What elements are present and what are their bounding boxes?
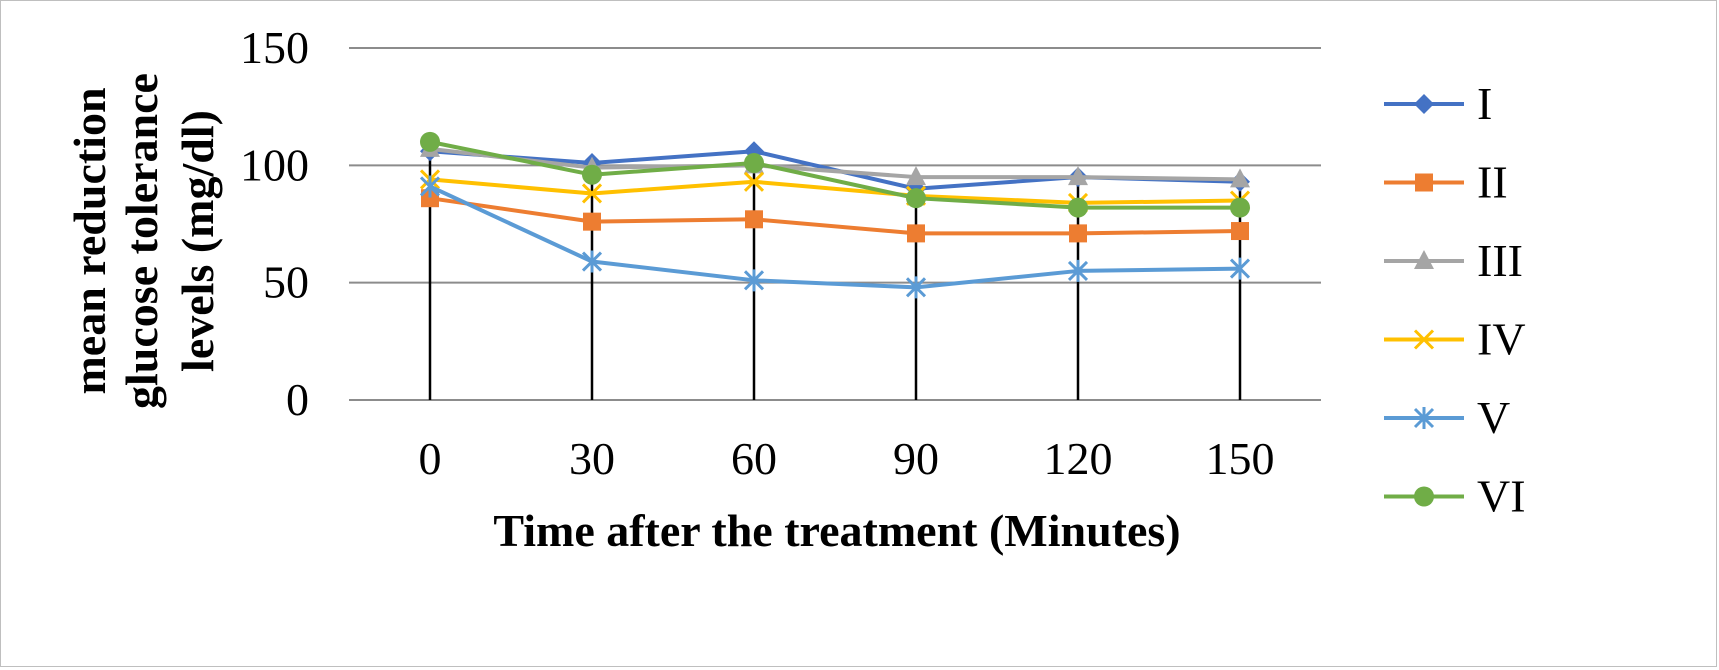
legend-label: VI <box>1477 471 1526 522</box>
data-point-II <box>745 210 763 229</box>
series-line-VI <box>429 139 1240 210</box>
data-point-VI <box>582 164 602 185</box>
data-point-V <box>743 269 765 292</box>
y-tick-label: 100 <box>240 139 309 190</box>
y-axis-title-line-3: levels (mg/dl) <box>172 110 223 372</box>
legend-entry-II: II <box>1384 157 1508 208</box>
legend-label: V <box>1477 392 1510 443</box>
data-point-V <box>419 175 441 198</box>
x-tick-label: 150 <box>1206 433 1275 484</box>
data-point-VI <box>420 131 440 152</box>
y-axis-title-line-2: glucose tolerance <box>116 73 167 409</box>
data-point-VI <box>1230 197 1250 218</box>
x-tick-label: 120 <box>1044 433 1113 484</box>
data-point-II <box>907 224 925 243</box>
legend-label: I <box>1477 78 1492 129</box>
x-tick-label: 60 <box>731 433 777 484</box>
data-point-V <box>1067 259 1089 282</box>
data-point-II <box>1231 222 1249 241</box>
legend-marker <box>1413 407 1435 429</box>
data-point-V <box>1229 257 1251 280</box>
data-point-VI <box>744 152 764 173</box>
data-point-III <box>1068 166 1088 186</box>
series-line-II <box>429 196 1241 236</box>
x-axis-ticks: 0 30 60 90 120 150 <box>419 433 1275 484</box>
x-tick-label: 30 <box>569 433 615 484</box>
data-point-V <box>581 250 603 273</box>
data-point-VI <box>906 188 926 209</box>
legend-entry-VI: VI <box>1384 471 1526 522</box>
legend-marker <box>1414 250 1434 269</box>
legend-marker <box>1414 486 1434 507</box>
data-point-III <box>1230 168 1250 188</box>
y-tick-label: 0 <box>286 374 309 425</box>
legend-label: III <box>1477 235 1523 286</box>
data-point-II <box>421 189 439 208</box>
legend-entry-III: III <box>1384 235 1523 286</box>
data-point-V <box>905 276 927 299</box>
y-axis-ticks: 0 50 100 150 <box>240 22 309 425</box>
y-tick-label: 150 <box>240 22 309 73</box>
legend-label: II <box>1477 157 1508 208</box>
x-tick-label: 0 <box>419 433 442 484</box>
data-point-IV <box>581 183 603 204</box>
y-axis-title-line-1: mean reduction <box>64 87 115 394</box>
legend-label: IV <box>1477 314 1526 365</box>
series-lines <box>419 131 1251 299</box>
series-II <box>421 189 1249 243</box>
legend-entry-IV: IV <box>1384 314 1526 365</box>
legend-marker <box>1414 94 1434 114</box>
series-VI <box>420 131 1250 218</box>
data-point-III <box>906 166 926 186</box>
legend-marker <box>1415 173 1433 192</box>
data-point-II <box>583 212 601 231</box>
y-tick-label: 50 <box>263 257 309 308</box>
x-axis-title: Time after the treatment (Minutes) <box>493 505 1180 556</box>
x-tick-label: 90 <box>893 433 939 484</box>
legend-marker <box>1413 329 1435 350</box>
data-point-IV <box>743 171 765 192</box>
series-line-V <box>429 184 1241 290</box>
gridlines <box>349 47 1321 401</box>
legend-entry-I: I <box>1384 78 1492 129</box>
series-line-III <box>429 146 1241 182</box>
series-line-IV <box>429 177 1241 205</box>
series-V <box>419 175 1251 299</box>
legend-entry-V: V <box>1384 392 1510 443</box>
data-point-VI <box>1068 197 1088 218</box>
data-point-II <box>1069 224 1087 243</box>
